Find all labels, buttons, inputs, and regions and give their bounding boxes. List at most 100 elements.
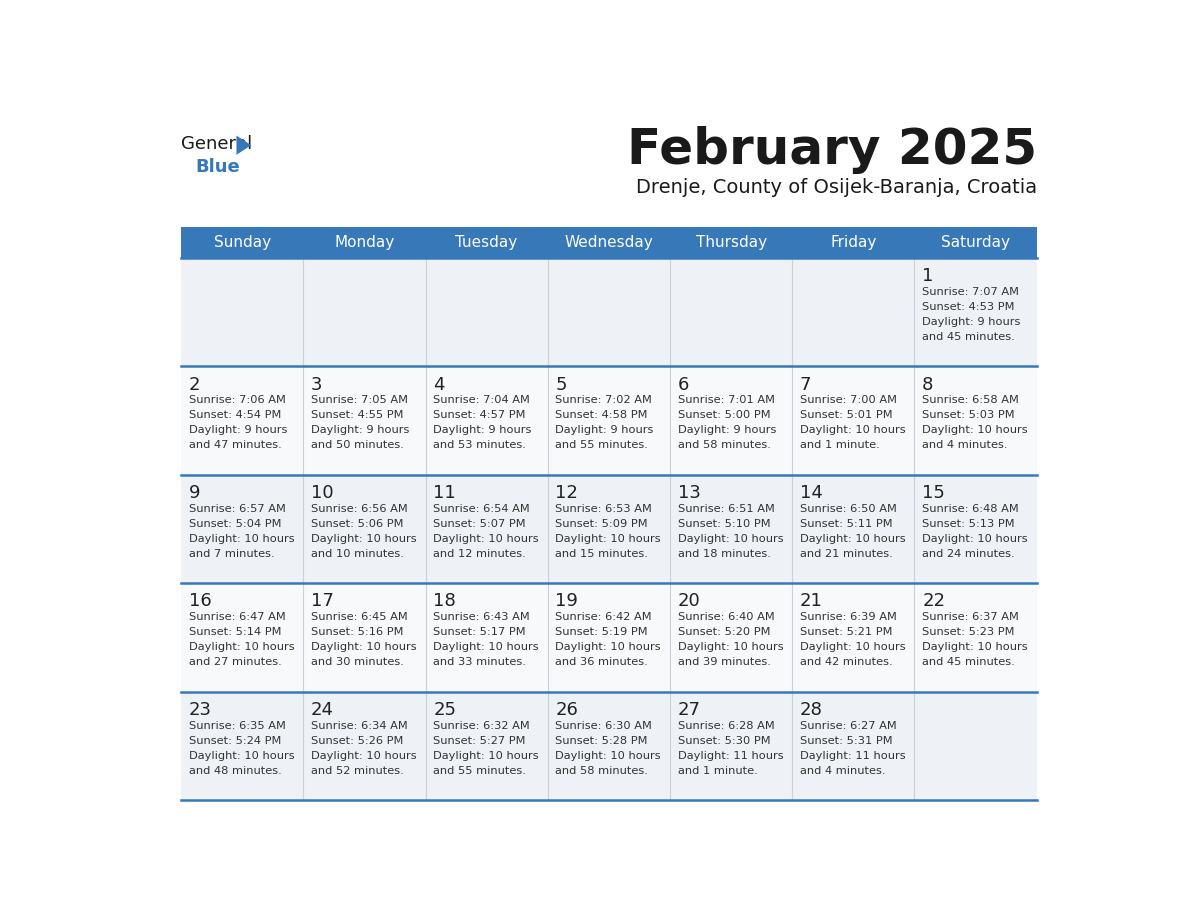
Text: and 58 minutes.: and 58 minutes. <box>556 766 649 776</box>
Text: Sunset: 5:16 PM: Sunset: 5:16 PM <box>311 627 404 637</box>
Text: Tuesday: Tuesday <box>455 235 518 250</box>
Text: General: General <box>181 135 252 152</box>
Text: Sunrise: 6:39 AM: Sunrise: 6:39 AM <box>800 612 897 622</box>
Text: 23: 23 <box>189 701 211 719</box>
Text: 13: 13 <box>677 484 701 502</box>
Text: and 4 minutes.: and 4 minutes. <box>800 766 885 776</box>
Text: and 48 minutes.: and 48 minutes. <box>189 766 282 776</box>
Text: and 53 minutes.: and 53 minutes. <box>434 441 526 451</box>
Text: Sunset: 5:09 PM: Sunset: 5:09 PM <box>556 519 649 529</box>
Text: Monday: Monday <box>334 235 394 250</box>
Bar <box>425 227 548 258</box>
Text: and 10 minutes.: and 10 minutes. <box>311 549 404 559</box>
Text: Sunset: 4:53 PM: Sunset: 4:53 PM <box>922 302 1015 312</box>
Text: Daylight: 10 hours: Daylight: 10 hours <box>800 425 905 435</box>
Bar <box>181 258 1037 366</box>
Text: Daylight: 9 hours: Daylight: 9 hours <box>922 317 1020 327</box>
Text: Sunrise: 6:50 AM: Sunrise: 6:50 AM <box>800 504 897 514</box>
Text: Sunrise: 6:42 AM: Sunrise: 6:42 AM <box>556 612 652 622</box>
Text: Sunrise: 6:30 AM: Sunrise: 6:30 AM <box>556 721 652 731</box>
Text: Daylight: 10 hours: Daylight: 10 hours <box>800 643 905 652</box>
Text: Sunset: 4:58 PM: Sunset: 4:58 PM <box>556 410 647 420</box>
Text: 14: 14 <box>800 484 823 502</box>
Text: Sunset: 5:00 PM: Sunset: 5:00 PM <box>677 410 770 420</box>
Text: Daylight: 10 hours: Daylight: 10 hours <box>922 533 1028 543</box>
Text: Sunset: 5:21 PM: Sunset: 5:21 PM <box>800 627 892 637</box>
Text: Sunrise: 6:47 AM: Sunrise: 6:47 AM <box>189 612 285 622</box>
Text: Sunset: 5:28 PM: Sunset: 5:28 PM <box>556 735 647 745</box>
Text: Daylight: 9 hours: Daylight: 9 hours <box>189 425 287 435</box>
Text: Daylight: 10 hours: Daylight: 10 hours <box>434 643 539 652</box>
Text: and 42 minutes.: and 42 minutes. <box>800 657 892 667</box>
Text: Sunset: 5:24 PM: Sunset: 5:24 PM <box>189 735 282 745</box>
Text: Sunset: 5:03 PM: Sunset: 5:03 PM <box>922 410 1015 420</box>
Text: Sunrise: 7:00 AM: Sunrise: 7:00 AM <box>800 396 897 405</box>
Text: 3: 3 <box>311 375 322 394</box>
Bar <box>670 227 792 258</box>
Bar <box>548 227 670 258</box>
Text: 20: 20 <box>677 592 701 610</box>
Text: Sunrise: 6:34 AM: Sunrise: 6:34 AM <box>311 721 407 731</box>
Text: Sunset: 5:10 PM: Sunset: 5:10 PM <box>677 519 770 529</box>
Text: Sunrise: 7:05 AM: Sunrise: 7:05 AM <box>311 396 407 405</box>
Text: and 47 minutes.: and 47 minutes. <box>189 441 282 451</box>
Text: Daylight: 9 hours: Daylight: 9 hours <box>311 425 410 435</box>
Text: Sunset: 5:07 PM: Sunset: 5:07 PM <box>434 519 526 529</box>
Text: Daylight: 10 hours: Daylight: 10 hours <box>189 533 295 543</box>
Text: Sunset: 5:31 PM: Sunset: 5:31 PM <box>800 735 892 745</box>
Text: and 55 minutes.: and 55 minutes. <box>556 441 649 451</box>
Text: Sunset: 5:27 PM: Sunset: 5:27 PM <box>434 735 526 745</box>
Text: Sunset: 5:19 PM: Sunset: 5:19 PM <box>556 627 649 637</box>
Text: 18: 18 <box>434 592 456 610</box>
Text: Blue: Blue <box>195 158 240 176</box>
Bar <box>303 227 425 258</box>
Text: 27: 27 <box>677 701 701 719</box>
Text: Daylight: 10 hours: Daylight: 10 hours <box>434 533 539 543</box>
Text: and 58 minutes.: and 58 minutes. <box>677 441 771 451</box>
Text: Sunrise: 6:37 AM: Sunrise: 6:37 AM <box>922 612 1019 622</box>
Bar <box>181 475 1037 583</box>
Text: and 21 minutes.: and 21 minutes. <box>800 549 892 559</box>
Text: Daylight: 9 hours: Daylight: 9 hours <box>556 425 653 435</box>
Text: Sunrise: 6:35 AM: Sunrise: 6:35 AM <box>189 721 285 731</box>
Text: Daylight: 10 hours: Daylight: 10 hours <box>556 533 661 543</box>
Text: Thursday: Thursday <box>695 235 766 250</box>
Text: and 45 minutes.: and 45 minutes. <box>922 332 1015 341</box>
Text: Daylight: 10 hours: Daylight: 10 hours <box>311 533 417 543</box>
Text: Daylight: 11 hours: Daylight: 11 hours <box>800 751 905 761</box>
Text: and 39 minutes.: and 39 minutes. <box>677 657 771 667</box>
Text: Sunrise: 6:54 AM: Sunrise: 6:54 AM <box>434 504 530 514</box>
Text: February 2025: February 2025 <box>626 126 1037 174</box>
Text: and 45 minutes.: and 45 minutes. <box>922 657 1015 667</box>
Text: Sunset: 5:20 PM: Sunset: 5:20 PM <box>677 627 770 637</box>
Text: and 12 minutes.: and 12 minutes. <box>434 549 526 559</box>
Text: Sunrise: 6:56 AM: Sunrise: 6:56 AM <box>311 504 407 514</box>
Text: Wednesday: Wednesday <box>564 235 653 250</box>
Text: 22: 22 <box>922 592 946 610</box>
Bar <box>181 227 303 258</box>
Text: Daylight: 10 hours: Daylight: 10 hours <box>434 751 539 761</box>
Bar <box>915 227 1037 258</box>
Polygon shape <box>236 136 251 155</box>
Text: Sunrise: 6:32 AM: Sunrise: 6:32 AM <box>434 721 530 731</box>
Text: Sunset: 4:54 PM: Sunset: 4:54 PM <box>189 410 282 420</box>
Text: Sunset: 5:30 PM: Sunset: 5:30 PM <box>677 735 770 745</box>
Text: Sunrise: 6:27 AM: Sunrise: 6:27 AM <box>800 721 897 731</box>
Text: Sunset: 5:26 PM: Sunset: 5:26 PM <box>311 735 404 745</box>
Bar <box>792 227 915 258</box>
Text: 4: 4 <box>434 375 444 394</box>
Text: 25: 25 <box>434 701 456 719</box>
Text: Daylight: 11 hours: Daylight: 11 hours <box>677 751 783 761</box>
Text: Sunset: 5:04 PM: Sunset: 5:04 PM <box>189 519 282 529</box>
Text: 9: 9 <box>189 484 201 502</box>
Text: and 24 minutes.: and 24 minutes. <box>922 549 1015 559</box>
Text: Sunrise: 7:02 AM: Sunrise: 7:02 AM <box>556 396 652 405</box>
Text: and 4 minutes.: and 4 minutes. <box>922 441 1007 451</box>
Text: Sunrise: 7:07 AM: Sunrise: 7:07 AM <box>922 286 1019 297</box>
Text: Sunrise: 6:51 AM: Sunrise: 6:51 AM <box>677 504 775 514</box>
Text: 11: 11 <box>434 484 456 502</box>
Text: and 1 minute.: and 1 minute. <box>677 766 758 776</box>
Text: Sunset: 5:14 PM: Sunset: 5:14 PM <box>189 627 282 637</box>
Text: Sunday: Sunday <box>214 235 271 250</box>
Text: Sunset: 5:06 PM: Sunset: 5:06 PM <box>311 519 404 529</box>
